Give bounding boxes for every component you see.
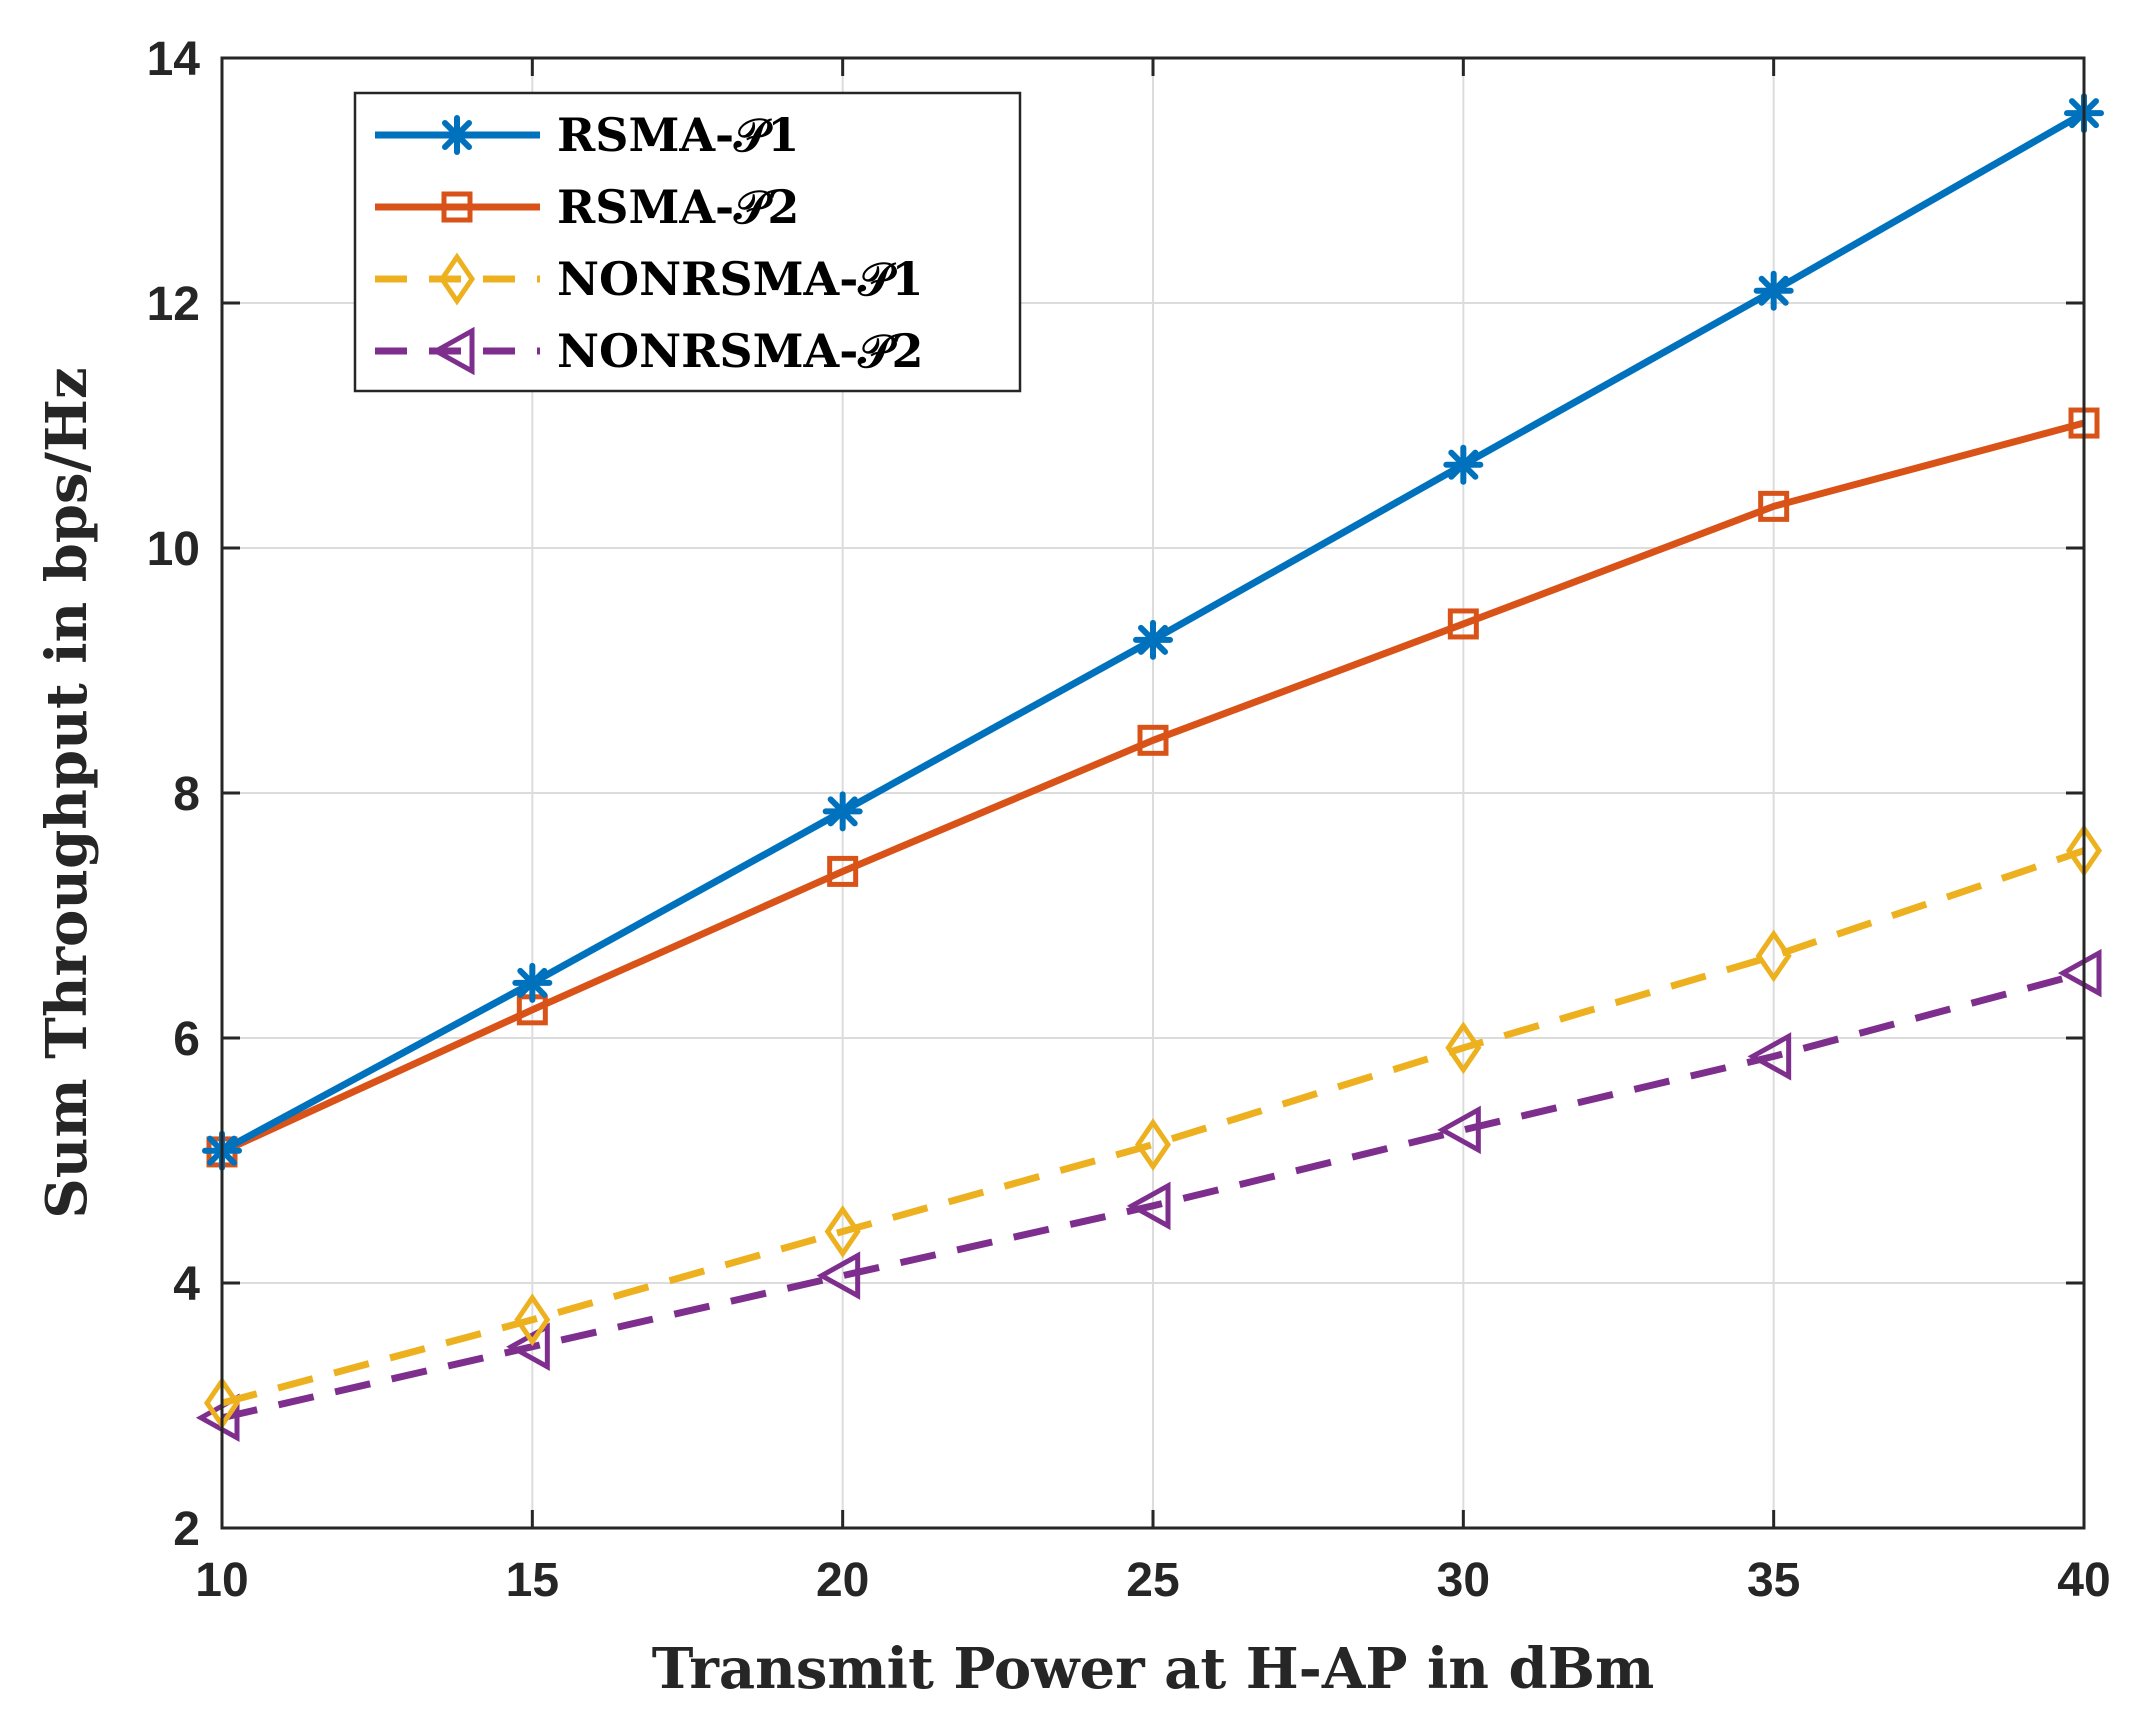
x-tick-label: 40 bbox=[2057, 1554, 2110, 1607]
data-point-marker bbox=[195, 1393, 240, 1442]
data-point-marker bbox=[1133, 619, 1173, 660]
asterisk-stroke bbox=[1137, 624, 1169, 655]
x-tick-label: 30 bbox=[1437, 1554, 1490, 1607]
asterisk-stroke bbox=[1448, 449, 1479, 480]
x-tick-label: 10 bbox=[195, 1554, 248, 1607]
series-3 bbox=[195, 948, 2102, 1442]
series-line bbox=[221, 847, 2086, 1407]
x-tick-label: 25 bbox=[1126, 1554, 1179, 1607]
data-point-marker bbox=[1755, 929, 1792, 983]
data-point-marker bbox=[824, 1205, 861, 1258]
legend-label-2: NONRSMA-𝒫1 bbox=[557, 252, 924, 306]
asterisk-stroke bbox=[1758, 275, 1789, 306]
y-tick-label: 10 bbox=[147, 523, 200, 576]
x-axis-label: Transmit Power at H-AP in dBm bbox=[652, 1636, 1654, 1702]
x-tick-label: 15 bbox=[506, 1554, 559, 1607]
data-point-marker bbox=[1437, 1105, 1481, 1155]
y-tick-label: 8 bbox=[173, 768, 200, 821]
legend-marker-3 bbox=[430, 326, 475, 376]
data-point-marker bbox=[2057, 948, 2102, 998]
series-2 bbox=[203, 824, 2103, 1430]
y-tick-label: 14 bbox=[147, 33, 201, 86]
legend-marker-1 bbox=[441, 191, 473, 223]
data-point-marker bbox=[1134, 1118, 1172, 1172]
data-point-marker bbox=[1443, 444, 1484, 485]
legend-marker-0 bbox=[437, 115, 477, 155]
data-point-marker bbox=[514, 1293, 551, 1347]
data-point-marker bbox=[827, 855, 859, 887]
data-point-marker bbox=[1137, 724, 1169, 756]
data-point-marker bbox=[1126, 1181, 1171, 1231]
legend-label-3: NONRSMA-𝒫2 bbox=[557, 324, 924, 378]
asterisk-stroke bbox=[441, 119, 473, 151]
series-0 bbox=[202, 93, 2104, 1171]
data-point-marker bbox=[1747, 1032, 1792, 1081]
legend: RSMA-𝒫1 RSMA-𝒫2 NONRSMA-𝒫1 NONRSMA-𝒫2 bbox=[353, 91, 1022, 393]
data-point-marker bbox=[1445, 1021, 1482, 1075]
data-point-marker bbox=[1753, 270, 1794, 311]
data-point-marker bbox=[512, 962, 553, 1003]
legend-marker-2 bbox=[438, 252, 476, 306]
y-tick-label: 12 bbox=[147, 278, 200, 331]
data-point-marker bbox=[1758, 490, 1790, 522]
x-tick-label: 20 bbox=[816, 1554, 869, 1607]
data-series bbox=[195, 93, 2104, 1442]
asterisk-stroke bbox=[517, 967, 548, 998]
data-point-marker bbox=[1447, 608, 1479, 640]
asterisk-stroke bbox=[827, 796, 858, 827]
legend-label-0: RSMA-𝒫1 bbox=[557, 108, 799, 162]
data-point-marker bbox=[816, 1251, 861, 1300]
data-point-marker bbox=[822, 791, 863, 832]
tick-labels: 10 15 20 25 30 35 40 2 4 6 8 10 12 14 bbox=[147, 33, 2111, 1607]
series-line bbox=[220, 419, 2085, 1156]
y-axis-label: Sum Throughput in bps/Hz bbox=[34, 367, 100, 1218]
y-tick-label: 4 bbox=[173, 1258, 200, 1311]
legend-label-1: RSMA-𝒫2 bbox=[557, 180, 799, 234]
y-tick-label: 6 bbox=[173, 1013, 200, 1066]
series-line bbox=[221, 969, 2085, 1422]
y-tick-label: 2 bbox=[173, 1503, 200, 1556]
plot-frame bbox=[220, 56, 2086, 1530]
x-tick-label: 35 bbox=[1747, 1554, 1800, 1607]
